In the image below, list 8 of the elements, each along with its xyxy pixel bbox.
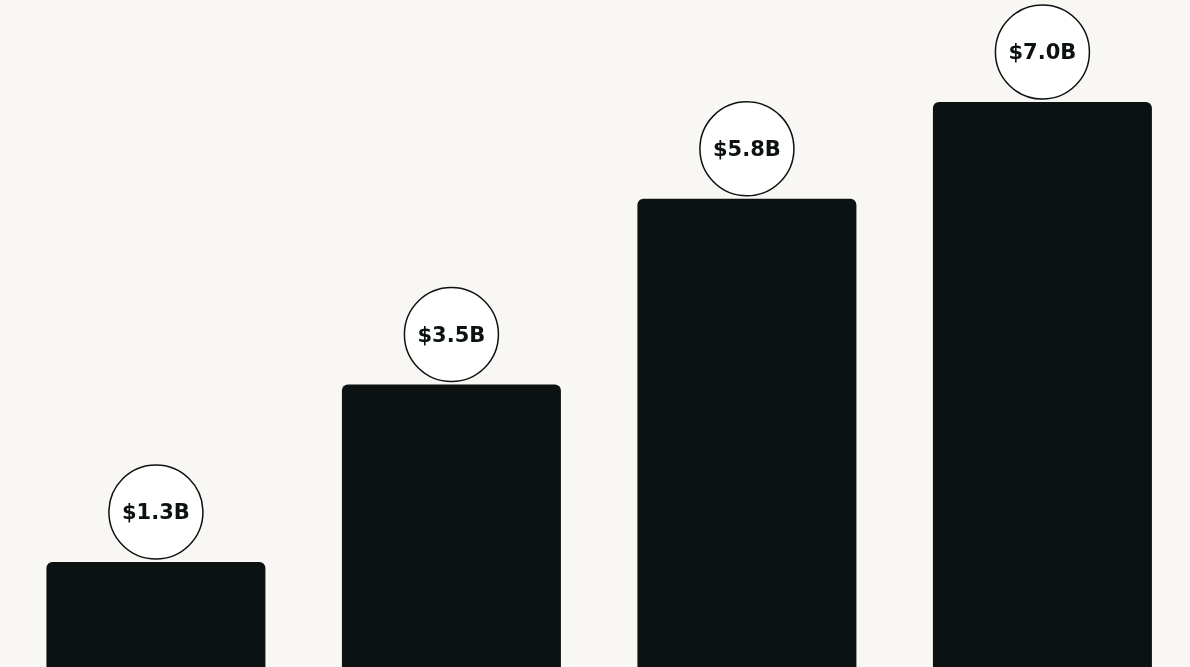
bar — [46, 562, 266, 667]
data-label: $3.5B — [417, 322, 486, 347]
data-label: $7.0B — [1008, 40, 1077, 64]
data-label: $5.8B — [713, 136, 781, 161]
data-label: $1.3B — [122, 500, 190, 525]
bar — [637, 198, 857, 667]
bar — [341, 384, 561, 667]
bar — [932, 102, 1152, 667]
